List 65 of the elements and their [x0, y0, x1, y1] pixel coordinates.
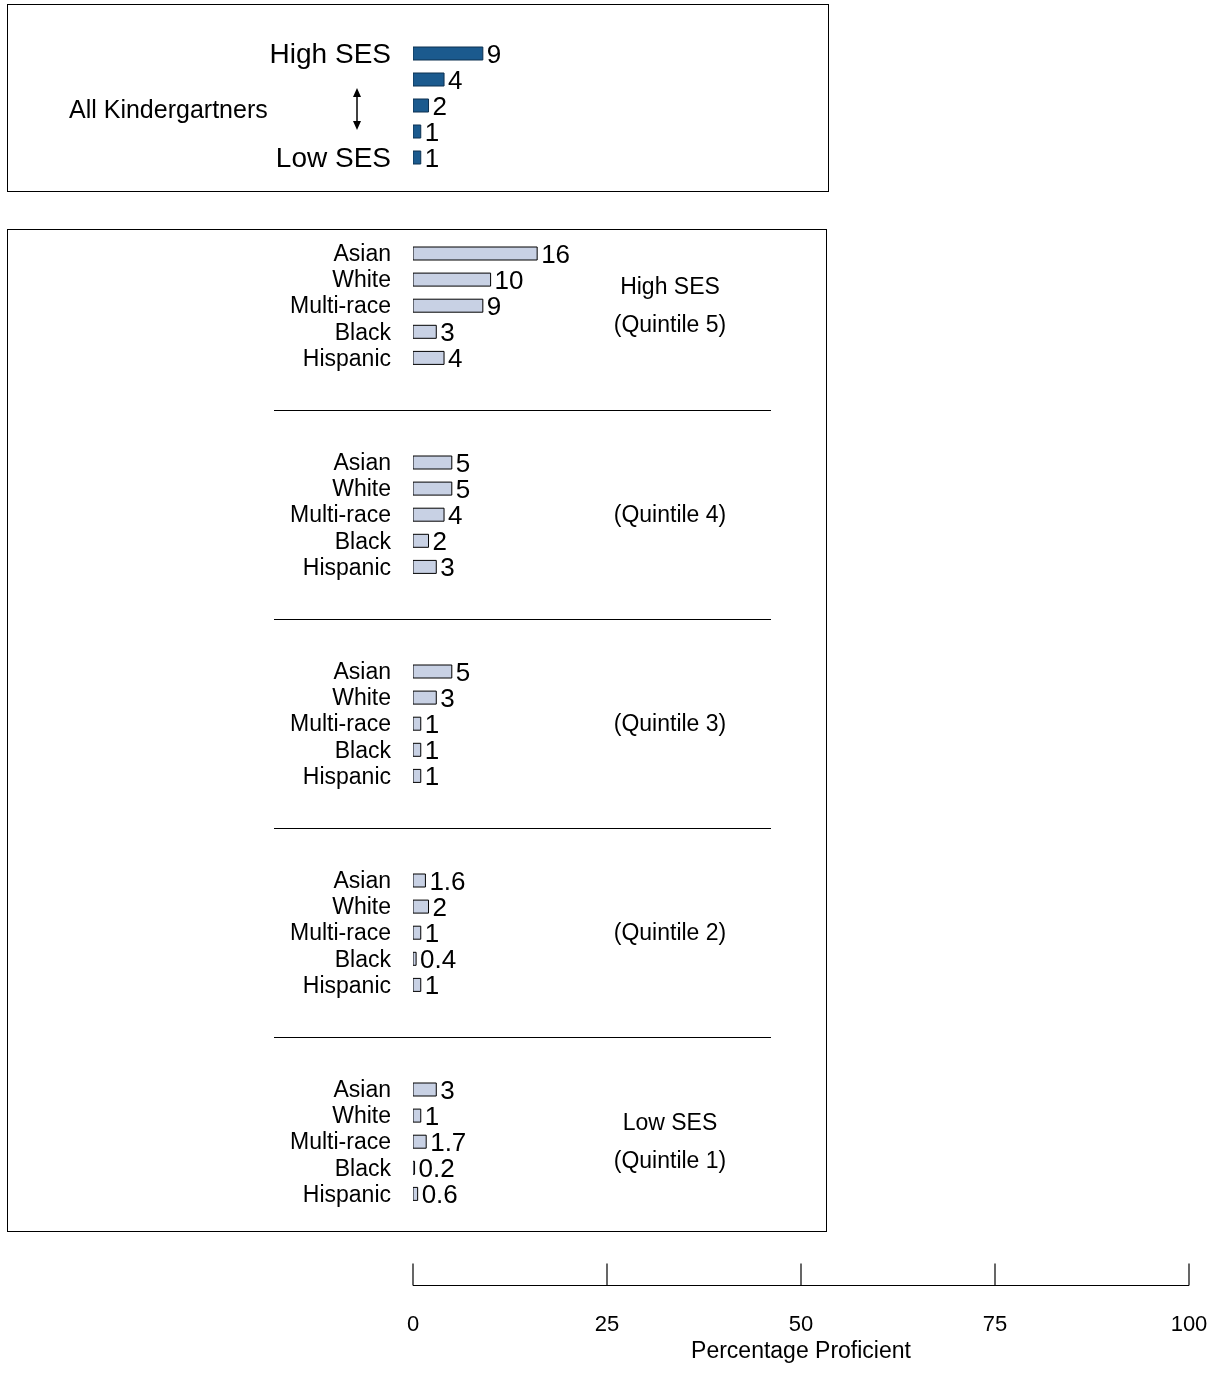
annotation: (Quintile 2) — [612, 918, 728, 948]
y-tick-label: White — [332, 893, 391, 920]
y-tick-label: Hispanic — [302, 344, 391, 371]
y-tick-label: Hispanic — [302, 1180, 391, 1207]
bar — [413, 455, 453, 470]
bar — [413, 350, 445, 365]
bar — [413, 873, 426, 888]
bar — [413, 559, 437, 574]
annotation: Low SES (Quintile 1) — [612, 1108, 728, 1176]
x-tick-label: 50 — [788, 1311, 814, 1337]
bar — [413, 98, 430, 113]
y-tick-label: Hispanic — [302, 553, 391, 580]
y-tick-label: White — [332, 475, 391, 502]
x-axis-title: Percentage Proficient — [691, 1336, 912, 1363]
data-label: 16 — [541, 238, 571, 269]
x-tick-label: 75 — [982, 1311, 1008, 1337]
y-tick-label: High SES — [269, 37, 391, 69]
bar — [413, 272, 492, 287]
y-tick-label: White — [332, 1102, 391, 1129]
bar — [413, 46, 484, 61]
bar — [413, 951, 417, 966]
y-tick-label: Low SES — [275, 141, 391, 173]
y-tick-label: Multi-race — [290, 710, 391, 737]
y-tick-label: Asian — [333, 449, 391, 476]
annotation: (Quintile 4) — [612, 500, 728, 530]
text: All Kindergartners — [69, 94, 268, 124]
y-tick-label: White — [332, 684, 391, 711]
bar — [413, 977, 422, 992]
y-tick-label: Multi-race — [290, 501, 391, 528]
y-tick-label: Black — [334, 945, 392, 972]
bar — [413, 899, 430, 914]
y-tick-label: Asian — [333, 240, 391, 267]
y-tick-label: Asian — [333, 1076, 391, 1103]
data-label: 3 — [440, 1074, 455, 1105]
x-tick-label: 0 — [406, 1311, 420, 1337]
bar — [413, 298, 484, 313]
y-tick-label: Multi-race — [290, 1128, 391, 1155]
bar — [413, 481, 453, 496]
y-tick-label: Black — [334, 527, 392, 554]
y-tick-label: Hispanic — [302, 762, 391, 789]
x-tick-label: 25 — [594, 1311, 620, 1337]
y-tick-label: Multi-race — [290, 919, 391, 946]
bar — [413, 533, 430, 548]
bar — [413, 72, 445, 87]
y-tick-label: White — [332, 266, 391, 293]
bar — [413, 324, 437, 339]
annotation: High SES (Quintile 5) — [612, 272, 728, 340]
y-tick-label: Black — [334, 736, 392, 763]
x-tick-label: 100 — [1170, 1311, 1208, 1337]
y-tick-label: Asian — [333, 658, 391, 685]
y-tick-label: Multi-race — [290, 292, 391, 319]
y-tick-label: Asian — [333, 867, 391, 894]
data-label: 5 — [455, 656, 471, 687]
y-tick-label: Hispanic — [302, 971, 391, 998]
bar — [413, 925, 422, 940]
bar — [413, 507, 445, 522]
bar — [413, 124, 422, 139]
data-label: 4 — [448, 64, 463, 95]
data-label: 3 — [440, 682, 455, 713]
data-label: 9 — [486, 38, 502, 69]
bar — [413, 246, 538, 261]
annotation: (Quintile 3) — [612, 709, 728, 739]
y-tick-label: Black — [334, 318, 392, 345]
bar — [413, 150, 422, 165]
y-tick-label: Black — [334, 1154, 392, 1181]
